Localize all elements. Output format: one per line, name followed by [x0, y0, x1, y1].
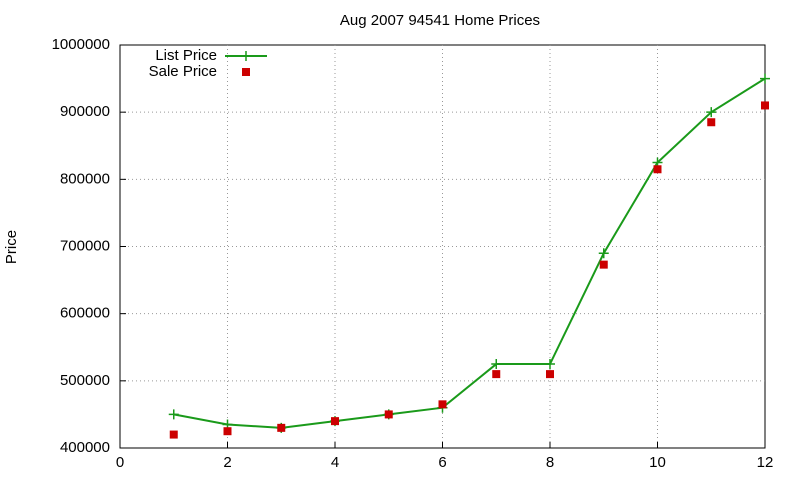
- y-tick-label: 1000000: [52, 36, 110, 53]
- point: [384, 410, 393, 419]
- x-tick-label: 4: [331, 454, 339, 471]
- point: [707, 118, 716, 127]
- point: [760, 73, 770, 84]
- legend-label: Sale Price: [149, 63, 217, 80]
- x-tick-label: 0: [116, 454, 124, 471]
- point: [761, 101, 769, 110]
- x-tick-label: 2: [223, 454, 231, 471]
- legend-label: List Price: [155, 47, 217, 64]
- point: [223, 427, 232, 436]
- point: [491, 359, 502, 370]
- point: [546, 370, 554, 379]
- x-tick-label: 6: [438, 454, 446, 471]
- point: [241, 51, 251, 61]
- y-tick-label: 600000: [60, 305, 110, 322]
- y-tick-label: 700000: [60, 237, 110, 254]
- point: [242, 68, 250, 76]
- point: [599, 260, 608, 269]
- x-tick-label: 12: [757, 454, 774, 471]
- point: [169, 430, 178, 439]
- y-tick-label: 500000: [60, 372, 110, 389]
- point: [706, 107, 717, 118]
- y-tick-label: 400000: [60, 439, 110, 456]
- point: [492, 370, 501, 379]
- series-line: [173, 77, 766, 429]
- chart-title: Aug 2007 94541 Home Prices: [340, 12, 540, 29]
- point: [331, 417, 339, 426]
- point: [653, 165, 662, 174]
- point: [438, 400, 447, 409]
- y-tick-label: 800000: [60, 170, 110, 187]
- point: [545, 359, 555, 370]
- y-axis-label: Price: [3, 230, 20, 264]
- x-tick-label: 8: [546, 454, 554, 471]
- point: [598, 248, 609, 259]
- point: [168, 409, 179, 420]
- y-tick-label: 900000: [60, 103, 110, 120]
- x-tick-label: 10: [649, 454, 666, 471]
- point: [277, 423, 286, 432]
